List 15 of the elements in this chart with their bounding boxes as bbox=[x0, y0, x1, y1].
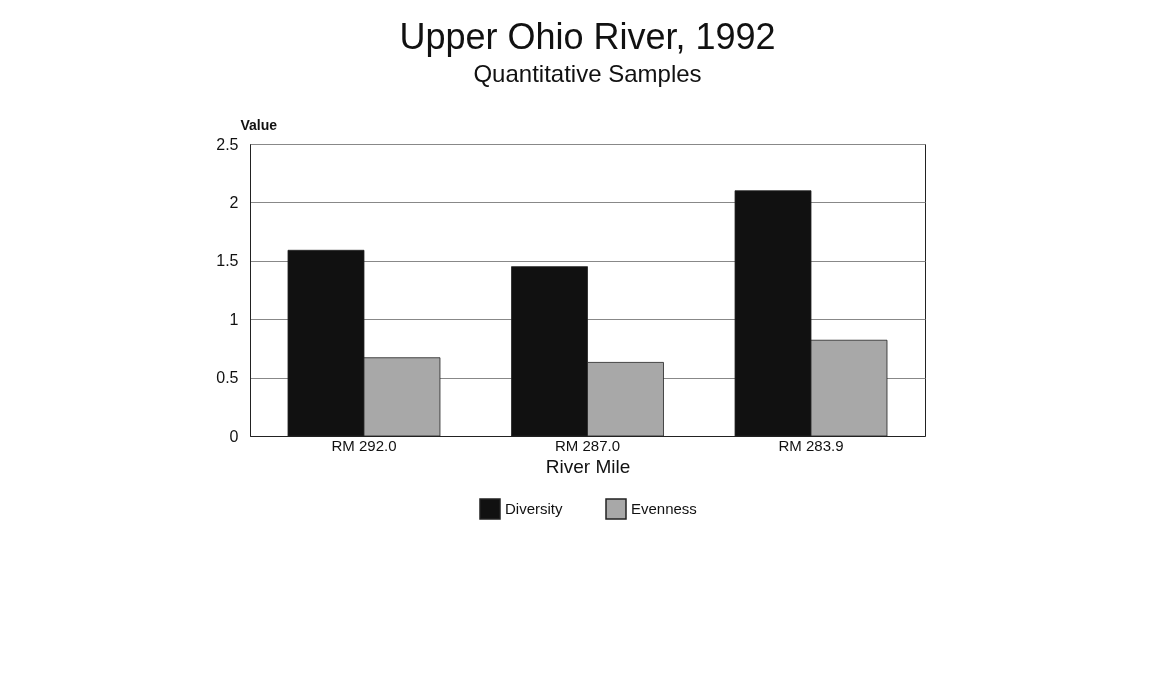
y-tick-label: 1 bbox=[229, 310, 239, 328]
y-tick-label: 1.5 bbox=[216, 252, 239, 270]
legend-label: Evenness bbox=[631, 500, 697, 517]
y-tick-label: 0 bbox=[229, 427, 239, 445]
y-tick-label: 0.5 bbox=[216, 369, 239, 387]
x-tick-label: RM 292.0 bbox=[331, 436, 397, 454]
chart-title: Upper Ohio River, 1992 bbox=[399, 16, 776, 57]
legend-label: Diversity bbox=[505, 500, 563, 517]
x-tick-label: RM 287.0 bbox=[554, 436, 621, 454]
y-axis-title: Value bbox=[240, 116, 278, 133]
y-tick-label: 2 bbox=[229, 193, 239, 211]
x-tick-label: RM 283.9 bbox=[778, 436, 844, 454]
x-axis-title: River Mile bbox=[545, 455, 631, 477]
y-tick-label: 2.5 bbox=[216, 135, 239, 153]
chart-subtitle: Quantitative Samples bbox=[473, 60, 702, 87]
